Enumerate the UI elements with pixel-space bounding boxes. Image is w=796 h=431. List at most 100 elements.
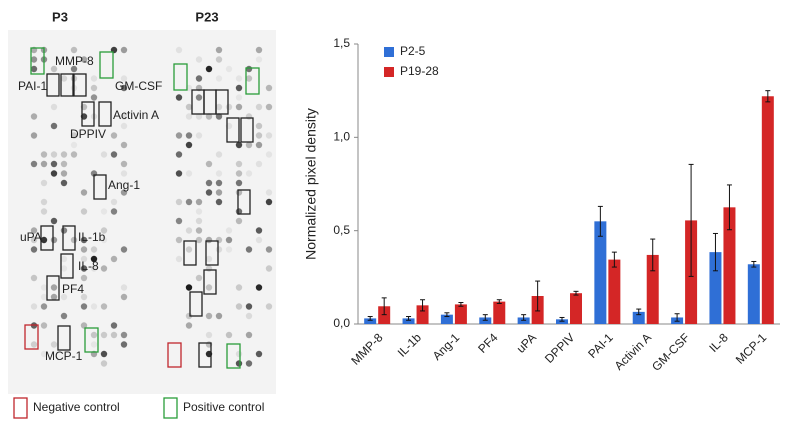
error-bar — [381, 297, 387, 316]
blot-dot — [205, 284, 213, 291]
blot-dot — [70, 132, 78, 139]
blot-dot — [245, 246, 253, 253]
y-tick-label: 1,0 — [333, 130, 350, 144]
blot-dot — [90, 84, 98, 92]
blot-dot — [100, 227, 108, 234]
blot-dot — [215, 103, 223, 111]
blot-dot — [185, 132, 193, 139]
blot-dot — [80, 322, 88, 329]
error-bar — [726, 184, 732, 231]
bar — [723, 207, 736, 324]
blot-box — [81, 101, 95, 127]
blot-box — [205, 240, 219, 266]
blot-box — [98, 101, 112, 127]
blot-box — [24, 324, 39, 350]
blot-dot — [235, 75, 243, 82]
bar — [454, 304, 467, 324]
blot-dot — [60, 151, 68, 158]
error-bar — [521, 314, 527, 321]
y-tick-label: 0,0 — [333, 316, 350, 330]
blot-dot — [265, 84, 273, 92]
blot-dot — [90, 341, 98, 348]
blot-box — [93, 174, 107, 200]
bar — [364, 318, 377, 324]
blot-dot — [265, 265, 273, 272]
blot-dot — [110, 132, 118, 139]
blot-dots — [30, 46, 273, 367]
blot-dot — [60, 255, 68, 263]
blot-dot — [245, 65, 253, 73]
blot-dot — [60, 312, 68, 320]
blot-dot — [100, 236, 108, 244]
blot-box — [226, 117, 240, 143]
blot-dot — [195, 274, 203, 282]
blot-dot — [255, 103, 263, 111]
blot-box — [163, 397, 178, 419]
blot-box — [73, 73, 87, 97]
blot-dot — [175, 132, 183, 139]
blot-dot — [30, 56, 38, 63]
blot-dot — [265, 198, 273, 206]
blot-box — [60, 253, 74, 279]
x-tick-label: uPA — [514, 330, 539, 355]
blot-dot — [30, 341, 38, 348]
blot-dot — [215, 170, 223, 177]
bar — [761, 96, 774, 325]
blot-dot — [60, 179, 68, 187]
blot-dot — [215, 113, 223, 120]
blot-dot — [235, 360, 243, 367]
blot-dot — [30, 227, 38, 234]
blot-dot — [110, 255, 118, 263]
blot-dot — [30, 65, 38, 73]
blot-box — [240, 117, 254, 143]
blot-label: IL-1b — [78, 230, 106, 244]
blot-dot — [120, 75, 128, 82]
blot-dot — [70, 151, 78, 158]
blot-legend: Negative control — [33, 400, 120, 414]
blot-dot — [185, 246, 193, 253]
blot-dot — [225, 331, 233, 339]
blot-dot — [40, 284, 48, 291]
blot-dot — [40, 198, 48, 206]
blot-dot — [185, 227, 193, 234]
blot-dot — [40, 303, 48, 310]
blot-dot — [70, 65, 78, 73]
blot-title: P23 — [195, 9, 218, 24]
blot-dot — [30, 246, 38, 253]
blot-box — [62, 225, 76, 251]
blot-dot — [195, 227, 203, 234]
error-bar — [420, 299, 426, 312]
blot-dot — [110, 322, 118, 329]
blot-dot — [255, 141, 263, 149]
bar — [570, 293, 582, 324]
blot-label: Activin A — [113, 108, 159, 122]
error-bar — [482, 314, 488, 321]
blot-dot — [235, 84, 243, 92]
blot-dot — [50, 65, 58, 73]
blot-dot — [195, 113, 203, 120]
blot-dot — [265, 132, 273, 139]
blot-dot — [100, 208, 108, 215]
blot-dot — [255, 56, 263, 63]
blot-dot — [50, 341, 58, 348]
blot-dot — [195, 132, 203, 139]
blot-dot — [225, 103, 233, 111]
blot-dot — [235, 141, 243, 149]
x-tick-label: DPPIV — [542, 330, 577, 365]
blot-dot — [90, 75, 98, 82]
blot-dot — [205, 236, 213, 244]
bar — [440, 314, 453, 324]
blot-dot — [30, 236, 38, 244]
blot-dot — [265, 103, 273, 111]
blot-dot — [60, 170, 68, 177]
blot-dot — [40, 236, 48, 244]
blot-dot — [205, 312, 213, 320]
blot-dot — [245, 303, 253, 310]
y-tick-label: 0,5 — [333, 223, 350, 237]
blot-dot — [40, 208, 48, 215]
blot-dot — [215, 179, 223, 187]
error-bar — [650, 238, 656, 272]
blot-dot — [120, 246, 128, 253]
blot-dot — [90, 255, 98, 263]
